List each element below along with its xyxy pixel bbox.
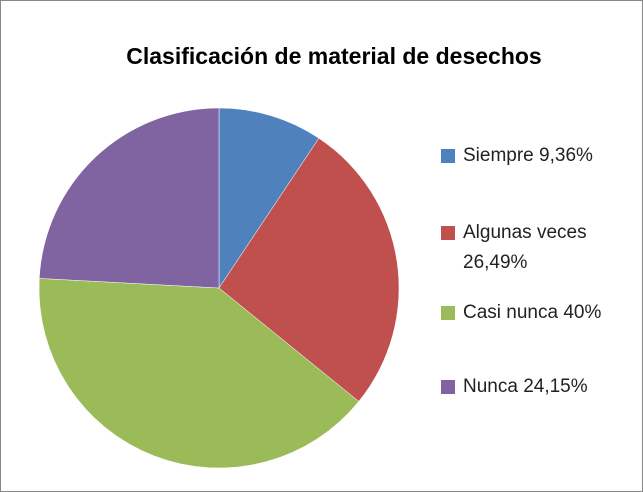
- pie-slice: [218, 137, 400, 402]
- legend-label: Siempre 9,36%: [463, 145, 593, 166]
- legend-label: Casi nunca 40%: [463, 302, 602, 323]
- legend-item: Casi nunca 40%: [441, 298, 621, 328]
- chart-title: Clasificación de material de desechos: [126, 43, 541, 69]
- legend-swatch: [441, 380, 455, 394]
- legend-item: Siempre 9,36%: [441, 141, 621, 171]
- pie-slice: [218, 107, 320, 289]
- legend-swatch: [441, 306, 455, 320]
- legend-label: Algunas veces 26,49%: [463, 222, 587, 273]
- legend-swatch: [441, 149, 455, 163]
- pie-slice: [38, 278, 360, 469]
- legend-item: Algunas veces 26,49%: [441, 218, 621, 278]
- legend-item: Nunca 24,15%: [441, 372, 621, 402]
- legend-swatch: [441, 226, 455, 240]
- legend-label: Nunca 24,15%: [463, 376, 588, 397]
- pie-slice: [38, 107, 220, 289]
